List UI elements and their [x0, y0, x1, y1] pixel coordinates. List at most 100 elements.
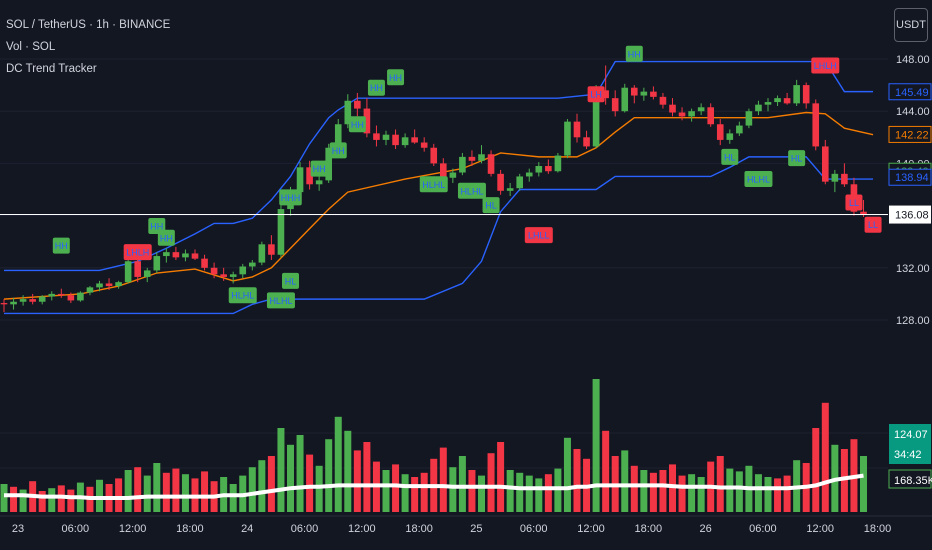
marker-box	[744, 171, 773, 188]
volume-bar	[287, 444, 294, 512]
volume-bar	[659, 470, 667, 512]
candle-body	[315, 180, 323, 185]
candle-body	[860, 211, 867, 215]
marker-box	[329, 142, 347, 159]
marker-label: HLHL	[460, 186, 483, 196]
volume-legend[interactable]: Vol · SOL	[6, 41, 56, 53]
marker-box	[482, 197, 500, 214]
time-axis[interactable]: 23 06:00 12:00 18:00 24 06:00 12:00 18:00 25 06:0…	[0, 515, 932, 550]
candle-body	[688, 111, 695, 117]
candle-body	[77, 292, 84, 301]
marker-label: HL	[285, 276, 297, 286]
candle-body	[545, 166, 552, 172]
candle-body	[726, 133, 734, 140]
candle-body	[354, 100, 361, 109]
volume-ma-path	[4, 473, 864, 500]
time-tick: 06:00	[520, 523, 548, 535]
volume-ma-line	[4, 473, 864, 500]
candle-body	[334, 124, 342, 148]
indicator-legend[interactable]: DC Trend Tracker	[6, 63, 97, 75]
volume-bar	[535, 478, 543, 512]
time-tick: 06:00	[749, 523, 777, 535]
volume-bar	[115, 478, 123, 512]
marker-box	[524, 227, 553, 244]
volume-bar	[67, 489, 75, 512]
candle-body	[191, 253, 199, 259]
candle-body	[631, 87, 638, 96]
volume-tag-background	[888, 469, 932, 489]
candle-body	[172, 252, 180, 258]
candle-body	[736, 125, 743, 134]
time-tick: 26	[699, 523, 711, 535]
volume-bar	[229, 484, 237, 512]
candle-body	[296, 167, 304, 193]
price-tick: 144.00	[896, 106, 930, 118]
marker-box	[348, 116, 366, 133]
candle-body	[650, 91, 657, 97]
volume-bar	[134, 467, 142, 512]
volume-bar	[48, 488, 56, 512]
marker-label: HL	[791, 154, 803, 164]
volume-bar	[468, 470, 476, 512]
marker-box	[266, 292, 295, 309]
volume-bar	[860, 456, 867, 512]
marker-label: HL	[724, 152, 736, 162]
volume-tag: 124.07	[894, 429, 928, 441]
volume-bar	[449, 467, 457, 512]
symbol-legend[interactable]: SOL / TetherUS · 1h · BINANCE	[6, 19, 171, 31]
marker-label: HHH	[281, 193, 301, 203]
price-axis[interactable]: 148.00144.00140.00136.00132.00128.00145.…	[888, 0, 932, 550]
candle-body	[220, 274, 227, 277]
volume-bar	[678, 475, 686, 512]
volume-bar	[688, 474, 696, 512]
candle-body	[793, 85, 800, 104]
volume-bar	[363, 442, 371, 512]
marker-label: HLHL	[269, 296, 292, 306]
volume-bar	[592, 379, 600, 512]
time-tick: 18:00	[405, 523, 433, 535]
volume-bar	[181, 474, 189, 512]
candle-body	[325, 147, 332, 181]
candle-body	[602, 90, 609, 99]
marker-label: LL	[849, 198, 859, 208]
marker-box	[845, 194, 863, 211]
currency-button[interactable]: USDT	[894, 8, 928, 42]
marker-box	[367, 79, 385, 96]
volume-bar	[783, 475, 791, 512]
price-tick: 132.00	[896, 263, 930, 275]
candle-body	[802, 85, 810, 104]
candle-body	[783, 98, 791, 104]
candle-body	[210, 267, 218, 275]
candle-body	[19, 299, 27, 302]
candle-body	[745, 111, 753, 126]
marker-box	[864, 216, 882, 233]
candle-body	[449, 172, 457, 178]
volume-bar	[487, 453, 495, 512]
candle-body	[459, 156, 466, 173]
volume-bar	[458, 456, 466, 512]
volume-bar	[172, 468, 180, 512]
candle-body	[468, 156, 476, 161]
candle-body	[822, 146, 829, 182]
volume-bar	[516, 472, 524, 512]
volume-bar	[630, 465, 638, 512]
volume-bar	[573, 449, 581, 512]
price-tag-background	[888, 168, 932, 186]
volume-bar	[497, 442, 505, 512]
price-tag-background	[889, 205, 931, 224]
marker-box	[148, 218, 166, 235]
volume-bar	[812, 428, 820, 512]
marker-box	[123, 244, 152, 261]
marker-box	[587, 86, 605, 103]
marker-label: HL	[485, 201, 497, 211]
volume-bar	[248, 467, 256, 512]
marker-box	[721, 148, 739, 165]
volume-bar	[669, 464, 676, 512]
marker-label: HLHL	[231, 291, 254, 301]
marker-box	[419, 176, 448, 193]
marker-label: HH	[332, 146, 345, 156]
candle-body	[153, 256, 161, 271]
candle-body	[105, 283, 113, 287]
candle-body	[487, 154, 495, 174]
